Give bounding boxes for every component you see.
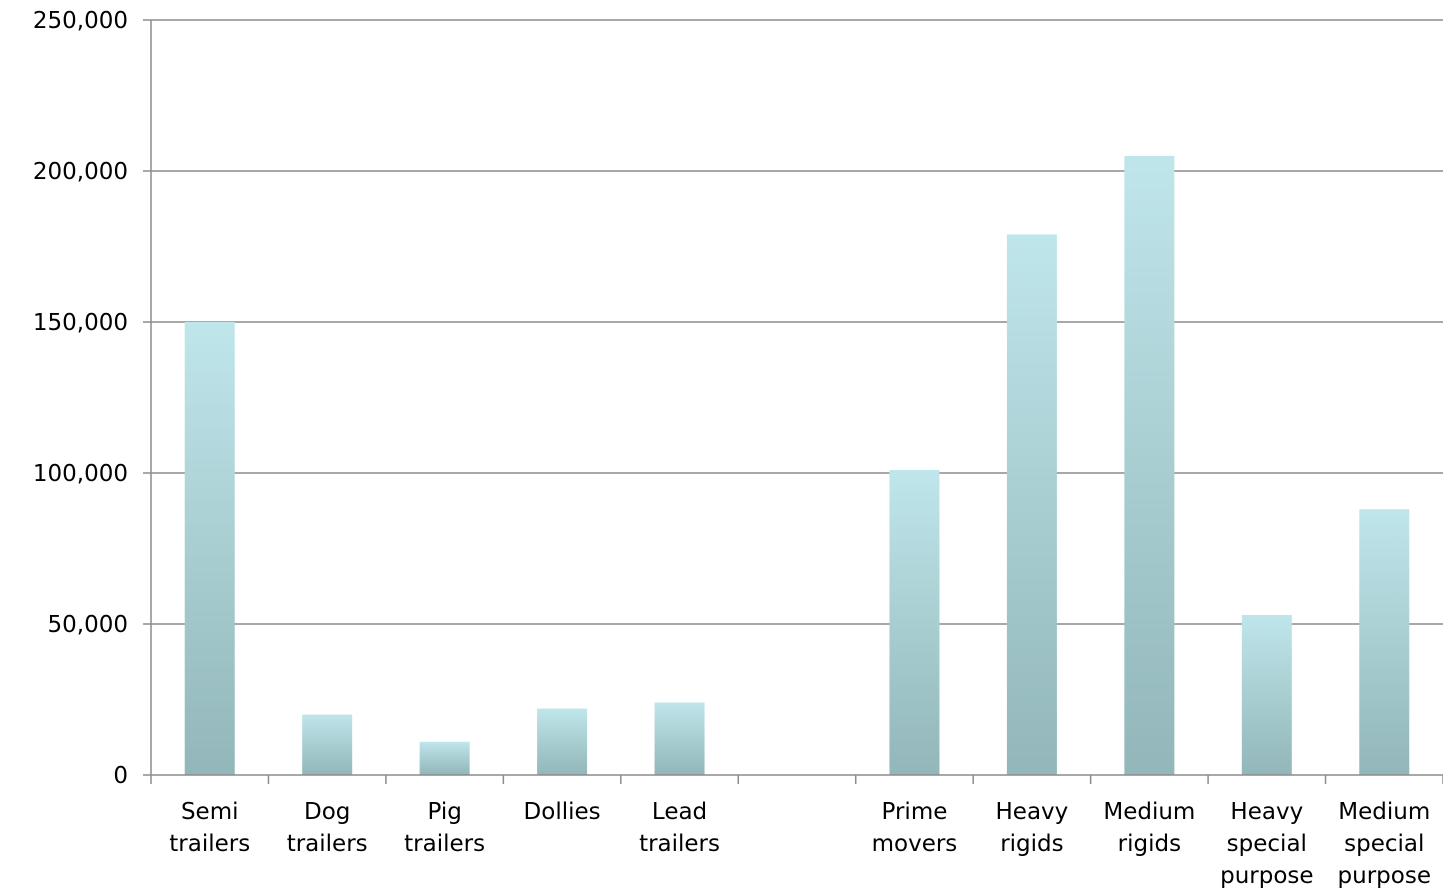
y-tick-label: 150,000 — [33, 310, 128, 336]
bar — [1006, 234, 1057, 776]
x-tick-label: rigids — [1000, 831, 1063, 857]
x-tick-label: special — [1344, 831, 1424, 857]
x-tick-label: purpose — [1220, 863, 1313, 889]
x-tick-label: Prime — [882, 799, 948, 825]
y-tick-label: 200,000 — [33, 159, 128, 185]
y-tick-label: 100,000 — [33, 461, 128, 487]
x-tick-label: rigids — [1118, 831, 1181, 857]
bar — [1124, 155, 1175, 775]
bars — [184, 155, 1410, 776]
x-tick-label: special — [1227, 831, 1307, 857]
y-tick-label: 50,000 — [48, 612, 128, 638]
y-tick-label: 0 — [113, 763, 128, 789]
x-tick-label: Medium — [1103, 799, 1195, 825]
gridlines — [151, 19, 1443, 625]
x-tick-label: purpose — [1338, 863, 1431, 889]
x-tick-label: Heavy — [996, 799, 1069, 825]
bar — [889, 469, 940, 775]
y-tick-labels: 0 50,000 100,000 150,000 200,000 250,000 — [33, 8, 128, 789]
x-tick-label: Medium — [1338, 799, 1430, 825]
x-tick-label: trailers — [169, 831, 250, 857]
bar — [419, 741, 470, 775]
x-tick-label: Dog — [304, 799, 350, 825]
x-tick-label: trailers — [287, 831, 368, 857]
bar — [184, 322, 235, 775]
x-tick-labels: Semi trailers Dog trailers Pig trailers Dollie… — [169, 799, 1431, 889]
bar — [654, 702, 705, 775]
x-tick-label: Semi — [181, 799, 239, 825]
x-tick-label: Dollies — [524, 799, 601, 825]
bar — [537, 708, 588, 775]
axes — [143, 19, 1443, 784]
x-tick-label: Pig — [427, 799, 461, 825]
x-tick-label: movers — [872, 831, 958, 857]
x-tick-label: Lead — [652, 799, 707, 825]
x-tick-label: Heavy — [1230, 799, 1303, 825]
y-tick-label: 250,000 — [33, 8, 128, 34]
x-tick-label: trailers — [639, 831, 720, 857]
bar — [302, 714, 353, 775]
bar — [1241, 614, 1292, 775]
bar — [1359, 509, 1410, 775]
x-tick-label: trailers — [404, 831, 485, 857]
